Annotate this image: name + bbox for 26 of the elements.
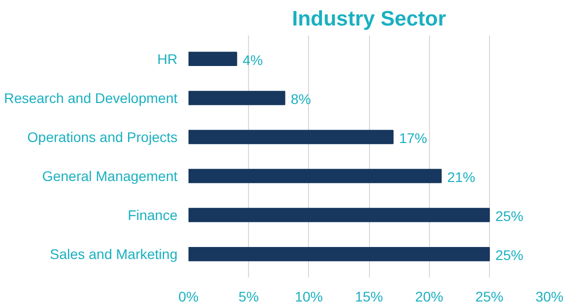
x-tick-label: 15% — [354, 288, 384, 304]
bar — [188, 208, 490, 222]
bar — [188, 52, 238, 66]
y-tick-label: Operations and Projects — [27, 128, 178, 145]
bar — [188, 130, 394, 144]
y-tick-label: HR — [157, 50, 178, 67]
x-tick-label: 20% — [415, 288, 444, 304]
y-tick-label: Sales and Marketing — [50, 246, 178, 262]
data-label: 25% — [495, 247, 524, 264]
data-label: 4% — [242, 52, 263, 68]
x-tick-label: 25% — [475, 288, 504, 304]
x-tick-label: 10% — [294, 288, 323, 304]
y-tick-label: Research and Development — [4, 90, 178, 106]
data-label: 8% — [290, 90, 311, 107]
bar — [188, 90, 286, 106]
data-label: 25% — [495, 208, 524, 224]
x-tick-label: 0% — [178, 288, 199, 304]
y-tick-label: Finance — [128, 207, 178, 224]
data-label: 21% — [447, 169, 476, 186]
y-tick-label: General Management — [42, 168, 178, 184]
data-label: 17% — [399, 130, 428, 146]
x-tick-label: 5% — [238, 288, 259, 304]
bar — [188, 246, 490, 262]
x-tick-label: 30% — [535, 288, 564, 304]
chart-title: Industry Sector — [292, 8, 446, 30]
bar — [188, 168, 442, 184]
